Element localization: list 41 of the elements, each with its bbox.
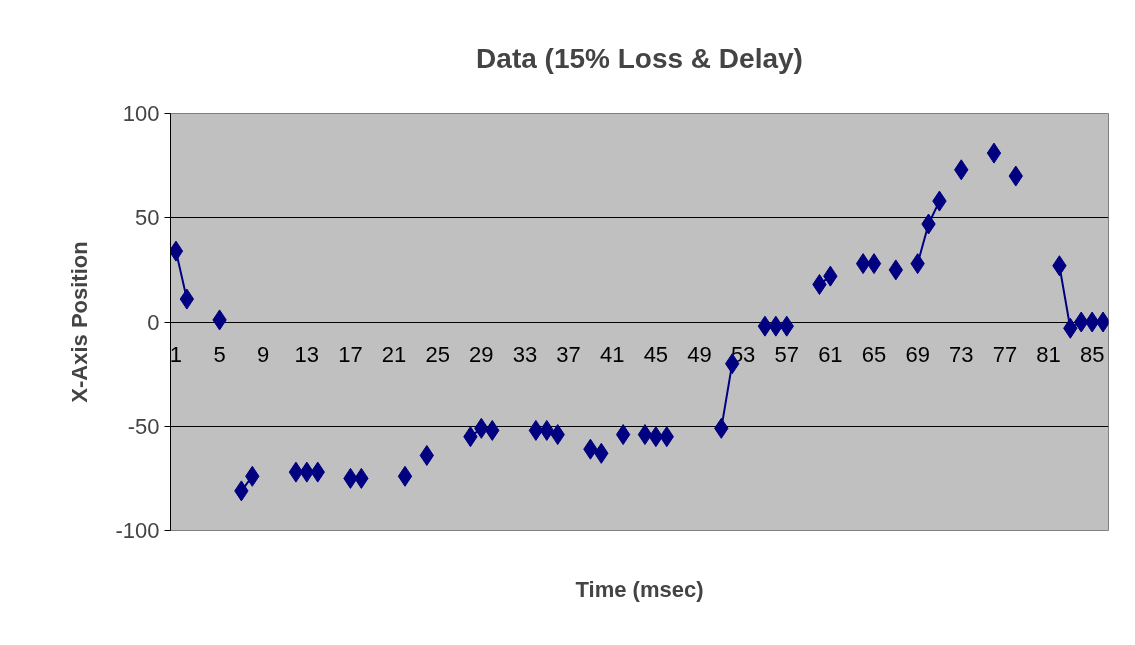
point [179, 288, 195, 310]
x-tick-label: 49 [687, 342, 712, 368]
x-tick-label: 85 [1079, 342, 1105, 368]
x-tick-label: 33 [512, 342, 538, 368]
point [648, 426, 664, 448]
point [757, 315, 773, 337]
point [1084, 311, 1100, 333]
point [866, 253, 882, 275]
x-tick-label: 45 [643, 342, 669, 368]
x-tick-label: 81 [1036, 342, 1061, 368]
x-tick-label: 1 [169, 342, 183, 368]
point [397, 465, 413, 487]
y-tick-label: 0 [147, 309, 160, 335]
point [288, 461, 304, 483]
x-tick-label: 65 [861, 342, 887, 368]
x-tick-label: 5 [213, 342, 226, 368]
x-tick-label: 29 [469, 342, 494, 368]
x-tick-label: 61 [818, 342, 843, 368]
point [637, 424, 653, 446]
x-tick-label: 9 [257, 342, 270, 368]
x-tick-label: 37 [556, 342, 581, 368]
point [986, 142, 1002, 164]
point [528, 419, 544, 441]
point [615, 424, 631, 446]
point [855, 253, 871, 275]
y-tick-label: 50 [135, 205, 160, 231]
x-tick-label: 13 [294, 342, 320, 368]
y-axis-title: X-Axis Position [67, 241, 93, 403]
x-axis-title: Time (msec) [575, 576, 704, 602]
x-tick-label: 77 [992, 342, 1018, 368]
chart-title: Data (15% Loss & Delay) [476, 42, 803, 74]
x-tick-label: 21 [381, 342, 407, 368]
y-tick-label: 100 [122, 101, 160, 126]
x-tick-label: 73 [949, 342, 974, 368]
x-tick-label: 57 [774, 342, 799, 368]
x-tick-label: 69 [905, 342, 930, 368]
y-tick-label: -50 [127, 413, 160, 439]
y-tick-label: -100 [115, 518, 160, 543]
x-tick-label: 17 [338, 342, 363, 368]
x-tick-label: 25 [425, 342, 450, 368]
x-tick-label: 41 [600, 342, 625, 368]
